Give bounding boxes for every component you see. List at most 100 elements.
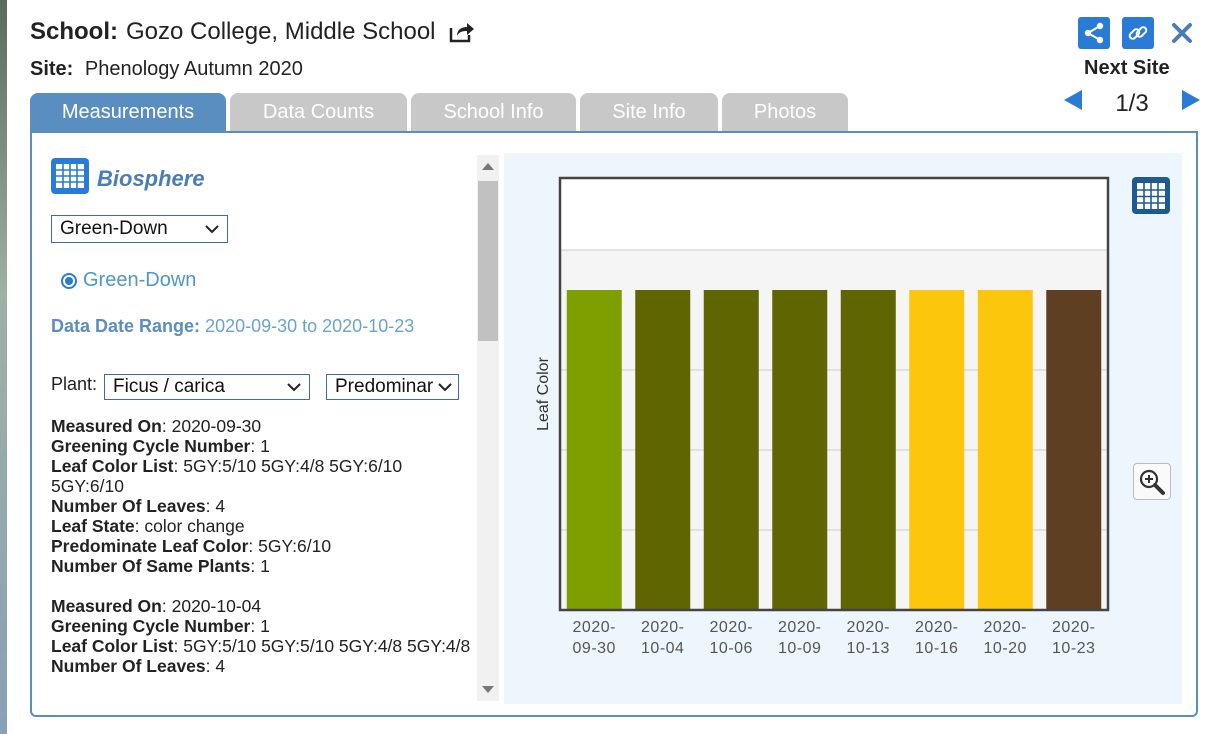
site-label: Site:: [30, 58, 74, 80]
y-axis-label: Leaf Color: [535, 356, 552, 430]
field-label: Measured On: [51, 596, 162, 616]
bar-2: [703, 290, 759, 610]
site-pager: 1/3: [1062, 88, 1202, 119]
prev-site-icon[interactable]: [1062, 88, 1084, 119]
table-icon[interactable]: [51, 158, 89, 199]
tab-measurements[interactable]: Measurements: [30, 93, 226, 132]
x-tick-label: 2020-: [778, 619, 821, 636]
x-tick-label: 2020-: [915, 619, 958, 636]
field-label: Leaf Color List: [51, 456, 174, 476]
site-heading: Site: Phenology Autumn 2020: [30, 58, 303, 81]
field-value: : color change: [134, 516, 245, 536]
bar-7: [1046, 290, 1102, 610]
tab-data-counts[interactable]: Data Counts: [230, 93, 407, 132]
protocol-select-value: Green-Down: [60, 218, 168, 239]
top-actions: [1078, 17, 1198, 49]
x-tick-label: 10-04: [641, 640, 684, 657]
link-icon[interactable]: [1122, 17, 1154, 49]
bar-1: [635, 290, 691, 610]
bar-3: [772, 290, 828, 610]
plant-label: Plant:: [51, 374, 98, 394]
biosphere-title: Biosphere: [97, 165, 205, 191]
tab-bar: Measurements Data Counts School Info Sit…: [30, 93, 848, 132]
field-value: : 4: [205, 496, 226, 516]
scroll-up-icon[interactable]: [482, 163, 494, 170]
pager-count: 1/3: [1115, 89, 1149, 117]
next-site-icon[interactable]: [1180, 88, 1202, 119]
x-tick-label: 2020-: [573, 619, 616, 636]
date-range-label: Data Date Range:: [51, 316, 201, 336]
leaf-color-chart: 2020- 09-30 2020- 10-04 2020- 10-06 2020- 10-09…: [535, 176, 1110, 657]
chevron-down-icon: [205, 218, 219, 240]
x-tick-label: 2020-: [641, 619, 684, 636]
plant-select[interactable]: Ficus / carica: [104, 374, 310, 400]
bar-4: [840, 290, 896, 610]
next-site-label: Next Site: [1084, 57, 1170, 79]
field-value: : 4: [205, 656, 226, 676]
x-tick-label: 10-16: [915, 640, 958, 657]
measurement-records: Measured On: 2020-09-30 Greening Cycle N…: [51, 416, 471, 696]
chart-table-icon[interactable]: [1132, 177, 1170, 214]
x-tick-label: 2020-: [710, 619, 753, 636]
field-value: : 5GY:5/10 5GY:4/8 5GY:6/10 5GY:6/10: [51, 456, 403, 496]
share-icon[interactable]: [1078, 17, 1110, 49]
radio-label: Green-Down: [83, 269, 197, 291]
x-tick-label: 10-09: [778, 640, 821, 657]
list-item: Measured On: 2020-09-30 Greening Cycle N…: [51, 416, 471, 576]
field-label: Greening Cycle Number: [51, 436, 251, 456]
field-value: : 5GY:6/10: [248, 536, 332, 556]
zoom-in-icon[interactable]: [1133, 463, 1171, 500]
protocol-select[interactable]: Green-Down: [51, 215, 228, 243]
radio-selected[interactable]: [61, 272, 77, 289]
scroll-thumb[interactable]: [478, 181, 498, 341]
measurements-panel: [30, 131, 1198, 717]
field-label: Leaf State: [51, 516, 135, 536]
bar-0: [566, 290, 622, 610]
chevron-down-icon: [287, 376, 301, 398]
list-item: Measured On: 2020-10-04 Greening Cycle N…: [51, 596, 471, 676]
x-tick-label: 10-23: [1052, 640, 1095, 657]
chart-area: 2020- 09-30 2020- 10-04 2020- 10-06 2020- 10-09…: [504, 153, 1182, 704]
field-label: Number Of Leaves: [51, 656, 206, 676]
external-link-icon[interactable]: [448, 20, 476, 44]
measurements-list: Biosphere Green-Down Green-Down Data Dat…: [51, 152, 476, 702]
green-down-radio[interactable]: Green-Down: [61, 269, 196, 292]
panel-top-border: [30, 131, 1198, 133]
x-tick-label: 2020-: [847, 619, 890, 636]
chevron-down-icon: [438, 376, 452, 398]
date-range-value: 2020-09-30 to 2020-10-23: [205, 316, 415, 336]
list-scrollbar[interactable]: [477, 155, 499, 701]
field-label: Number Of Leaves: [51, 496, 206, 516]
school-heading: School: Gozo College, Middle School: [30, 18, 476, 46]
tab-photos[interactable]: Photos: [722, 93, 848, 132]
field-label: Greening Cycle Number: [51, 616, 251, 636]
data-date-range: Data Date Range: 2020-09-30 to 2020-10-2…: [51, 316, 414, 337]
field-value: : 2020-09-30: [161, 416, 262, 436]
school-name: Gozo College, Middle School: [126, 18, 436, 45]
leaf-color-select[interactable]: Predominar: [326, 374, 459, 400]
field-label: Measured On: [51, 416, 162, 436]
x-tick-label: 10-13: [847, 640, 890, 657]
bar-6: [977, 290, 1033, 610]
leaf-color-select-value: Predominar: [335, 376, 434, 397]
field-label: Predominate Leaf Color: [51, 536, 249, 556]
x-tick-label: 10-06: [710, 640, 753, 657]
field-label: Number Of Same Plants: [51, 556, 251, 576]
bar-5: [909, 290, 965, 610]
field-value: : 1: [250, 436, 270, 456]
field-value: : 5GY:5/10 5GY:5/10 5GY:4/8 5GY:4/8: [173, 636, 471, 656]
site-name: Phenology Autumn 2020: [84, 58, 303, 80]
field-label: Leaf Color List: [51, 636, 174, 656]
scroll-down-icon[interactable]: [482, 686, 494, 693]
tab-site-info[interactable]: Site Info: [580, 93, 718, 132]
field-value: : 2020-10-04: [161, 596, 262, 616]
x-tick-label: 2020-: [1052, 619, 1095, 636]
plot-frame: [558, 176, 1110, 612]
field-value: : 1: [250, 556, 270, 576]
tab-school-info[interactable]: School Info: [411, 93, 576, 132]
x-tick-label: 09-30: [573, 640, 616, 657]
background-strip: [0, 0, 7, 734]
x-tick-label: 2020-: [984, 619, 1027, 636]
biosphere-heading: Biosphere: [51, 158, 205, 199]
close-icon[interactable]: [1166, 17, 1198, 49]
